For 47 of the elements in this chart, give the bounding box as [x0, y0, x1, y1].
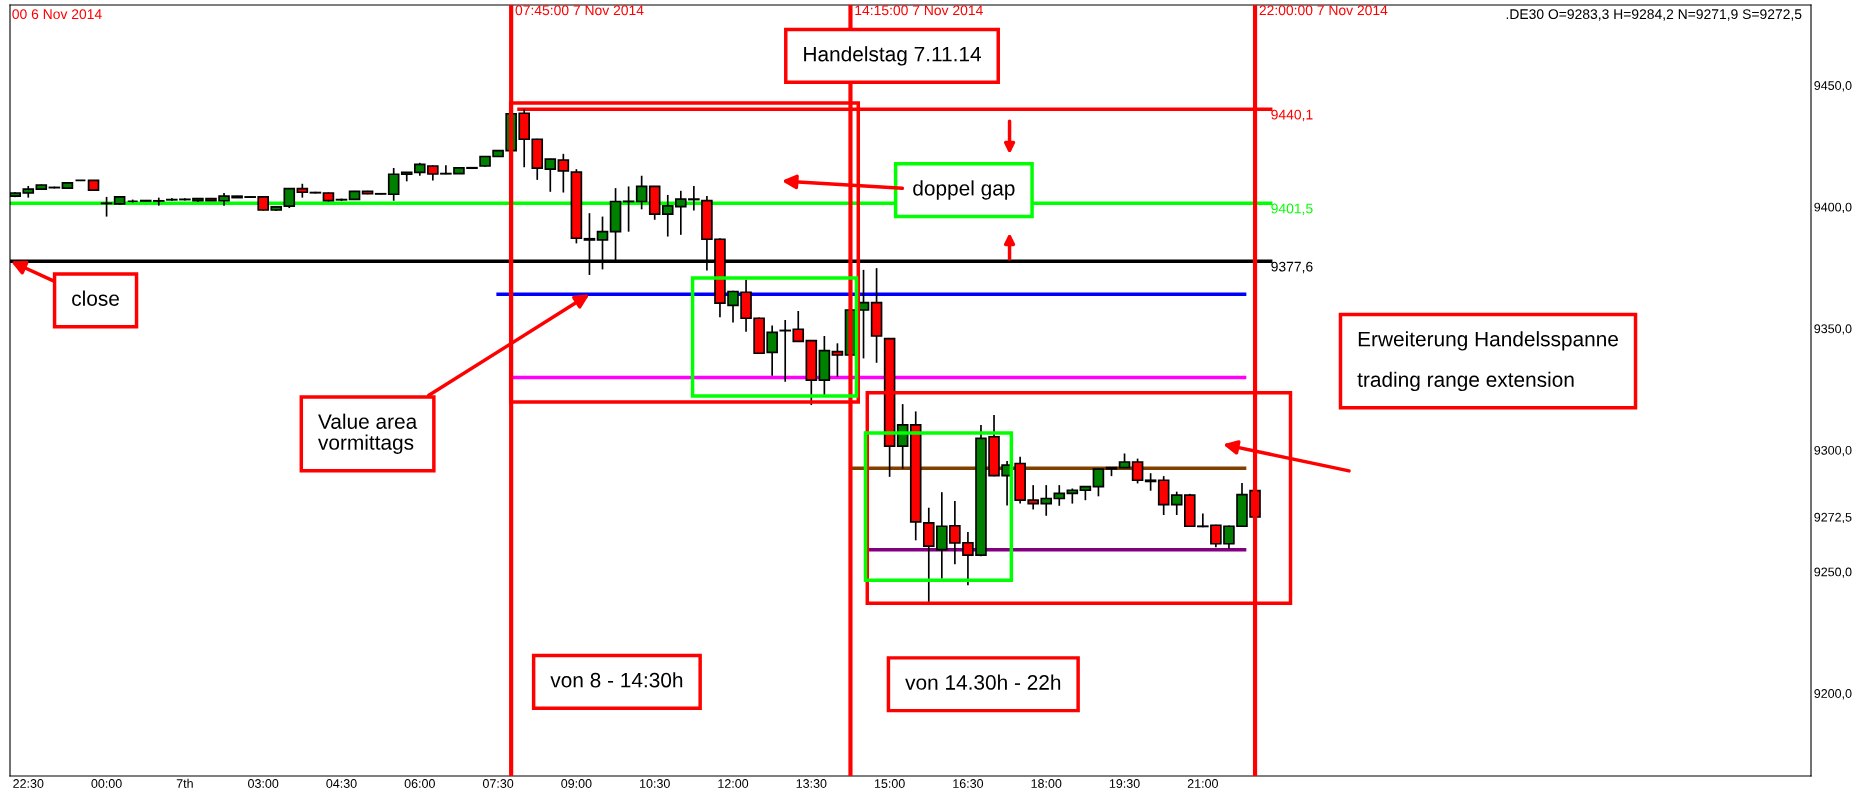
candlestick: [387, 167, 400, 202]
candlestick: [544, 157, 557, 193]
x-tick-label: 04:30: [326, 779, 357, 788]
x-tick-label: 15:00: [874, 779, 905, 788]
ref-line-label: 14:15:00 7 Nov 2014: [855, 5, 983, 16]
annotation: 00 6 Nov 2014: [12, 9, 102, 20]
annotation: von 8 - 14:30h: [550, 672, 683, 688]
annotation: close: [72, 290, 119, 306]
annotation: von 14.30h - 22h: [905, 674, 1061, 690]
x-tick-label: 18:00: [1031, 779, 1062, 788]
annotation: Value area vormittags: [318, 413, 418, 454]
candlestick: [635, 174, 648, 211]
y-tick-label: 9250,0: [1814, 567, 1852, 578]
x-tick-label: 13:30: [796, 779, 827, 788]
candlestick: [1131, 457, 1144, 485]
series-label: 9440,1: [1271, 109, 1313, 122]
x-tick-label: 19:30: [1109, 779, 1140, 788]
y-tick-label: 9450,0: [1814, 81, 1852, 92]
y-tick-label: 9200,0: [1814, 689, 1852, 700]
x-tick-label: 03:00: [248, 779, 279, 788]
x-tick-label: 07:30: [482, 779, 514, 788]
x-tick-label: 06:00: [404, 779, 435, 788]
y-tick-label: 9400,0: [1814, 202, 1852, 213]
ref-line-label: 07:45:00 7 Nov 2014: [515, 5, 644, 16]
x-tick-label: 22:30: [13, 779, 44, 788]
candlestick: [100, 196, 113, 218]
y-tick-label: 9272,5: [1814, 512, 1852, 524]
annotation: Erweiterung Handelsspanne trading range extension: [1357, 331, 1618, 392]
candlestick: [1092, 467, 1105, 498]
candlestick: [831, 342, 844, 378]
x-tick-label: 21:00: [1187, 779, 1218, 788]
y-tick-label: 9350,0: [1814, 324, 1852, 335]
x-tick-label: 12:00: [718, 779, 749, 788]
ref-line-label: 22:00:00 7 Nov 2014: [1259, 5, 1388, 16]
annotation: .DE30 O=9283,3 H=9284,2 N=9271,9 S=9272,5: [1506, 9, 1802, 21]
annotation: Handelstag 7.11.14: [804, 46, 981, 66]
series-label: 9401,5: [1271, 203, 1313, 216]
x-tick-label: 10:30: [640, 779, 670, 788]
x-tick-label: 7th: [176, 778, 193, 788]
candlestick: [622, 185, 635, 233]
x-tick-label: 09:00: [561, 779, 592, 788]
annotation: doppel gap: [913, 180, 1015, 200]
x-tick-label: 16:30: [953, 779, 984, 788]
y-tick-label: 9300,0: [1814, 445, 1852, 457]
x-tick-label: 00:00: [91, 779, 122, 788]
series-label: 9377,6: [1271, 261, 1313, 274]
candlestick: [557, 153, 570, 194]
